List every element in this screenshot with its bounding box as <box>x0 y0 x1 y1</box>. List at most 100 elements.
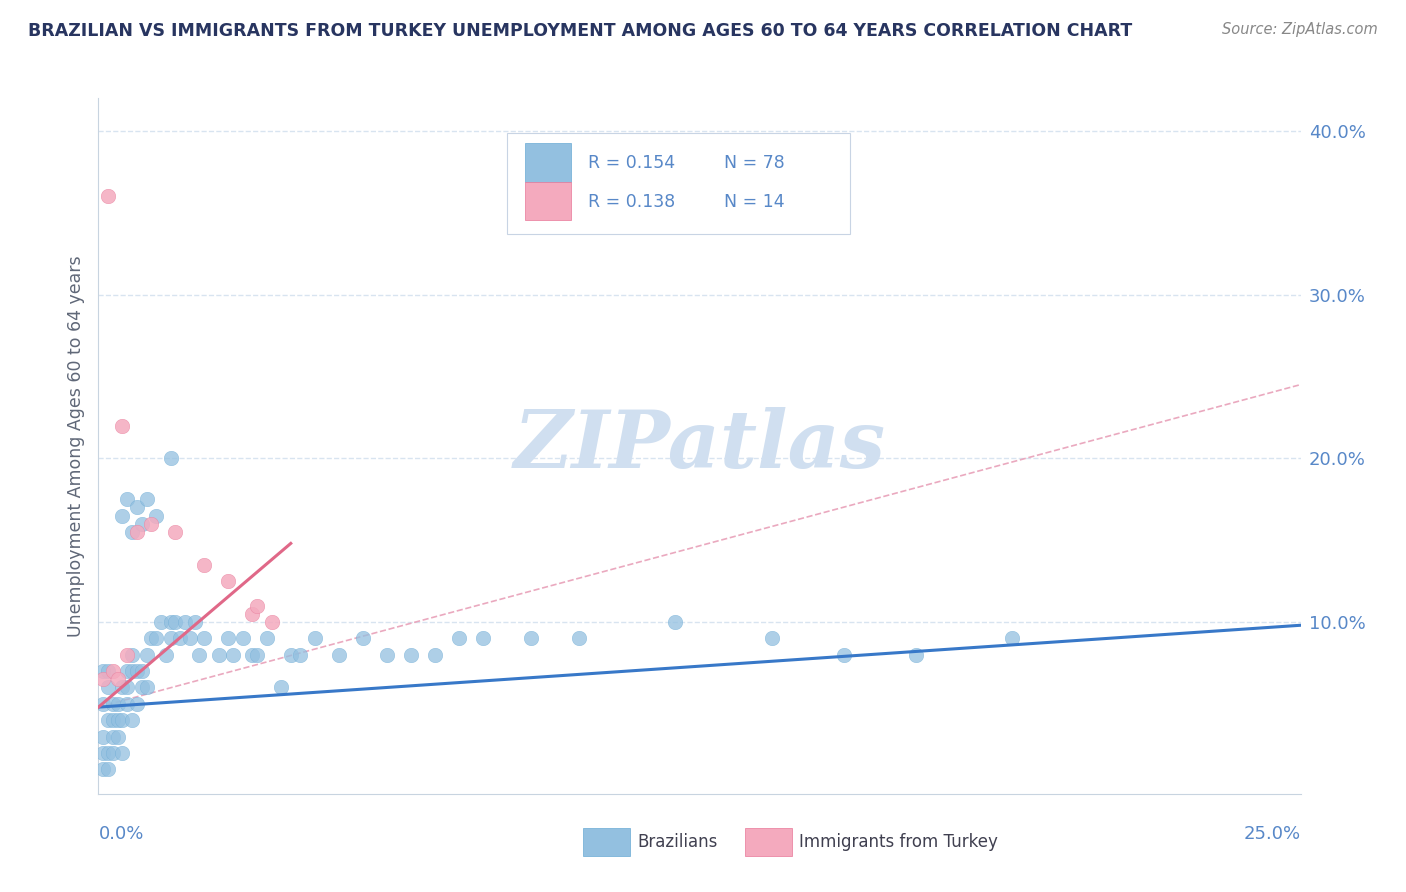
Point <box>111 508 134 523</box>
Point <box>260 615 283 629</box>
Point <box>117 681 139 695</box>
Point <box>328 648 350 662</box>
Point <box>91 730 114 744</box>
Point <box>149 615 172 629</box>
Point <box>217 632 239 646</box>
Point <box>155 648 177 662</box>
Point <box>246 648 269 662</box>
Text: Immigrants from Turkey: Immigrants from Turkey <box>799 833 997 851</box>
Point <box>107 730 129 744</box>
Point <box>217 574 239 588</box>
Point <box>97 762 120 776</box>
Point <box>125 524 148 539</box>
Point <box>904 648 927 662</box>
Point <box>664 615 686 629</box>
Point <box>131 681 153 695</box>
Point <box>270 681 292 695</box>
Point <box>145 632 167 646</box>
Point <box>159 632 181 646</box>
Point <box>520 632 543 646</box>
Point <box>159 615 181 629</box>
Point <box>91 697 114 711</box>
Point <box>121 648 143 662</box>
Point <box>101 697 124 711</box>
Point <box>832 648 855 662</box>
Text: BRAZILIAN VS IMMIGRANTS FROM TURKEY UNEMPLOYMENT AMONG AGES 60 TO 64 YEARS CORRE: BRAZILIAN VS IMMIGRANTS FROM TURKEY UNEM… <box>28 22 1132 40</box>
Point <box>375 648 398 662</box>
Point <box>97 746 120 760</box>
Point <box>141 516 163 531</box>
Point <box>135 681 157 695</box>
Text: R = 0.138: R = 0.138 <box>588 194 675 211</box>
Point <box>188 648 211 662</box>
Point <box>97 681 120 695</box>
Point <box>222 648 245 662</box>
Text: 0.0%: 0.0% <box>98 825 143 843</box>
Point <box>107 673 129 687</box>
Point <box>97 664 120 678</box>
Point <box>447 632 470 646</box>
Point <box>165 524 187 539</box>
Point <box>193 632 215 646</box>
Point <box>121 664 143 678</box>
Point <box>208 648 231 662</box>
FancyBboxPatch shape <box>508 133 849 234</box>
Point <box>256 632 278 646</box>
Point <box>91 746 114 760</box>
Point <box>91 664 114 678</box>
Text: ZIPatlas: ZIPatlas <box>513 408 886 484</box>
Text: Source: ZipAtlas.com: Source: ZipAtlas.com <box>1222 22 1378 37</box>
Point <box>97 189 120 203</box>
Point <box>240 648 263 662</box>
Point <box>111 681 134 695</box>
Point <box>179 632 201 646</box>
Text: N = 78: N = 78 <box>724 153 785 172</box>
Point <box>304 632 326 646</box>
Point <box>107 713 129 727</box>
Point <box>117 492 139 507</box>
Point <box>141 632 163 646</box>
Point <box>117 697 139 711</box>
Point <box>125 500 148 515</box>
Point <box>135 648 157 662</box>
Point <box>101 730 124 744</box>
Point <box>111 418 134 433</box>
Point <box>193 558 215 572</box>
Point <box>121 524 143 539</box>
Point <box>399 648 422 662</box>
Point <box>101 746 124 760</box>
Point <box>183 615 205 629</box>
Point <box>472 632 495 646</box>
Point <box>174 615 197 629</box>
Point <box>1001 632 1024 646</box>
Point <box>91 762 114 776</box>
Point <box>131 516 153 531</box>
Point <box>240 607 263 621</box>
Point <box>101 713 124 727</box>
Text: Brazilians: Brazilians <box>637 833 717 851</box>
Text: 25.0%: 25.0% <box>1243 825 1301 843</box>
Point <box>91 673 114 687</box>
Point <box>165 615 187 629</box>
Point <box>352 632 374 646</box>
Point <box>117 664 139 678</box>
Point <box>111 713 134 727</box>
Point <box>125 664 148 678</box>
Bar <box>526 182 571 220</box>
Text: R = 0.154: R = 0.154 <box>588 153 675 172</box>
Point <box>101 664 124 678</box>
Text: N = 14: N = 14 <box>724 194 785 211</box>
Point <box>121 713 143 727</box>
Point <box>159 451 181 466</box>
Point <box>246 599 269 613</box>
Point <box>232 632 254 646</box>
Point <box>107 697 129 711</box>
Point <box>568 632 591 646</box>
Y-axis label: Unemployment Among Ages 60 to 64 years: Unemployment Among Ages 60 to 64 years <box>66 255 84 637</box>
Point <box>290 648 312 662</box>
Point <box>131 664 153 678</box>
Bar <box>526 144 571 182</box>
Point <box>169 632 191 646</box>
Point <box>125 697 148 711</box>
Point <box>111 746 134 760</box>
